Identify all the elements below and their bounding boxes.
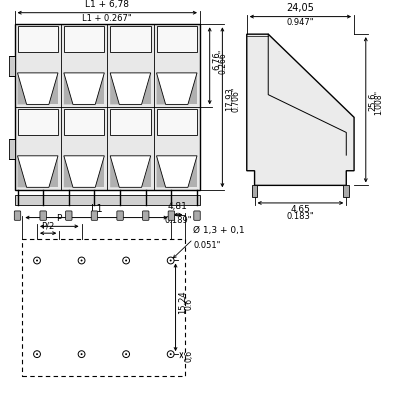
Bar	[17, 109, 58, 135]
Polygon shape	[156, 73, 166, 104]
Text: 0.189": 0.189"	[164, 216, 192, 225]
Circle shape	[167, 257, 174, 264]
Text: 0,6: 0,6	[184, 350, 193, 362]
Bar	[156, 109, 197, 135]
Text: L1 + 6,78: L1 + 6,78	[85, 0, 129, 9]
Polygon shape	[188, 73, 197, 104]
Text: 0.6": 0.6"	[184, 295, 193, 310]
Polygon shape	[64, 156, 73, 187]
Text: 0.266": 0.266"	[218, 48, 228, 74]
Circle shape	[125, 353, 127, 355]
Text: 1.008": 1.008"	[374, 89, 384, 114]
Text: P: P	[56, 214, 62, 224]
Polygon shape	[110, 73, 150, 104]
Circle shape	[78, 257, 85, 264]
FancyBboxPatch shape	[168, 211, 175, 220]
Polygon shape	[110, 73, 119, 104]
FancyBboxPatch shape	[40, 211, 46, 220]
Polygon shape	[156, 73, 197, 104]
Circle shape	[81, 353, 83, 355]
Circle shape	[78, 351, 85, 358]
Bar	[343, 185, 349, 197]
Bar	[64, 26, 104, 52]
Polygon shape	[110, 156, 119, 187]
Text: L1 + 0.267": L1 + 0.267"	[83, 14, 132, 23]
Bar	[252, 185, 258, 197]
Text: 17,93: 17,93	[225, 88, 234, 112]
FancyBboxPatch shape	[91, 211, 98, 220]
FancyBboxPatch shape	[143, 211, 149, 220]
FancyBboxPatch shape	[14, 211, 21, 220]
Polygon shape	[156, 156, 166, 187]
Circle shape	[170, 260, 172, 262]
Text: L1: L1	[91, 204, 102, 214]
Circle shape	[123, 351, 130, 358]
Polygon shape	[64, 73, 104, 104]
FancyBboxPatch shape	[117, 211, 123, 220]
Circle shape	[36, 353, 38, 355]
Polygon shape	[17, 156, 58, 187]
Bar	[156, 26, 197, 52]
Polygon shape	[156, 156, 197, 187]
Text: 4,81: 4,81	[168, 202, 188, 211]
Text: 4,65: 4,65	[290, 205, 310, 214]
Bar	[23, 239, 185, 376]
Polygon shape	[110, 156, 150, 187]
Polygon shape	[17, 73, 26, 104]
Polygon shape	[49, 156, 58, 187]
Polygon shape	[247, 34, 354, 185]
Bar	[15, 24, 200, 190]
Polygon shape	[64, 156, 104, 187]
Circle shape	[81, 260, 83, 262]
Polygon shape	[95, 73, 104, 104]
Bar	[110, 109, 150, 135]
Bar	[15, 195, 200, 205]
Circle shape	[36, 260, 38, 262]
Polygon shape	[95, 156, 104, 187]
Circle shape	[34, 257, 40, 264]
Text: 0.706": 0.706"	[231, 87, 240, 112]
Circle shape	[34, 351, 40, 358]
Circle shape	[125, 260, 127, 262]
Polygon shape	[17, 156, 26, 187]
Polygon shape	[64, 73, 73, 104]
Text: 15,24: 15,24	[179, 291, 188, 314]
FancyBboxPatch shape	[194, 211, 200, 220]
Circle shape	[170, 353, 172, 355]
Bar	[9, 139, 15, 158]
Text: Ø 1,3 + 0,1: Ø 1,3 + 0,1	[193, 226, 245, 235]
Circle shape	[167, 351, 174, 358]
Bar	[110, 26, 150, 52]
Polygon shape	[17, 73, 58, 104]
Text: 24,05: 24,05	[286, 3, 314, 13]
FancyBboxPatch shape	[66, 211, 72, 220]
Text: 0.947": 0.947"	[287, 18, 314, 26]
Text: 0.183": 0.183"	[287, 212, 314, 221]
Text: 0.051": 0.051"	[193, 241, 220, 250]
Text: 25,6: 25,6	[369, 93, 378, 111]
Polygon shape	[141, 73, 150, 104]
Text: 6,76: 6,76	[213, 52, 222, 70]
Polygon shape	[188, 156, 197, 187]
Text: P/2: P/2	[41, 221, 55, 230]
Bar	[9, 56, 15, 76]
Bar	[64, 109, 104, 135]
Polygon shape	[49, 73, 58, 104]
Circle shape	[123, 257, 130, 264]
Polygon shape	[141, 156, 150, 187]
Bar	[17, 26, 58, 52]
